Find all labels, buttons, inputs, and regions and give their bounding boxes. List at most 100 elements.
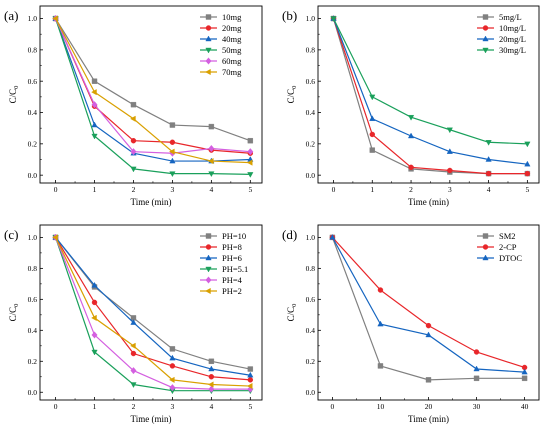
legend-marker <box>205 287 211 295</box>
series-line-4 <box>55 237 251 392</box>
data-point <box>130 319 137 325</box>
y-axis-label: C/C0 <box>8 86 20 104</box>
y-tick-label: 0.4 <box>306 326 316 335</box>
data-point <box>207 381 214 388</box>
data-point <box>91 89 97 96</box>
x-axis-label: Time (min) <box>131 197 172 207</box>
data-point <box>169 363 176 369</box>
series-line-2 <box>331 236 525 369</box>
y-axis-label: C/C0 <box>286 86 298 104</box>
data-point <box>91 78 98 84</box>
y-tick-label: 0.4 <box>28 108 38 117</box>
x-axis-label: Time (min) <box>131 414 172 424</box>
series-line-3 <box>331 237 525 373</box>
x-tick-label: 0 <box>332 185 336 194</box>
legend-marker <box>205 244 212 250</box>
y-tick-label: 0.0 <box>306 388 316 397</box>
data-point <box>169 139 176 145</box>
x-tick-label: 2 <box>409 185 413 194</box>
data-point <box>91 133 98 140</box>
y-tick-label: 1.0 <box>28 233 38 242</box>
legend-label: 10mg/L <box>499 23 526 33</box>
x-tick-label: 5 <box>248 185 252 194</box>
legend-label: PH=2 <box>222 286 242 296</box>
y-tick-label: 1.0 <box>28 14 38 23</box>
plot-frame <box>39 5 263 184</box>
data-point <box>91 101 98 109</box>
y-tick-label: 1.0 <box>306 14 316 23</box>
data-point <box>377 287 384 293</box>
data-point <box>425 377 432 383</box>
legend-marker <box>205 254 212 261</box>
series-line-2 <box>332 18 528 175</box>
data-point <box>169 384 176 392</box>
data-point <box>329 233 336 240</box>
y-axis-label-subscript: 0 <box>291 304 298 307</box>
data-point <box>130 166 137 173</box>
legend-label: PH=8 <box>222 242 242 252</box>
data-point <box>473 349 480 355</box>
y-tick-label: 0.0 <box>28 171 38 180</box>
data-point <box>130 115 136 122</box>
series-line-5 <box>55 237 251 390</box>
y-tick-label: 0.6 <box>28 77 38 86</box>
x-axis-label: Time (min) <box>408 197 449 207</box>
data-point <box>52 15 58 22</box>
x-tick-label: 2 <box>132 402 136 411</box>
legend-marker <box>482 47 489 54</box>
chart-panel-4: 0.0 0.2 0.4 0.6 0.8 1.0 0 10 20 30 40 Time (min) C/C… <box>282 224 540 424</box>
legend-label: 50mg <box>222 45 242 55</box>
data-point <box>521 368 528 375</box>
legend-label: PH=10 <box>222 231 246 241</box>
legend-label: 60mg <box>222 56 242 66</box>
legend-marker <box>205 35 212 42</box>
data-point <box>130 101 137 108</box>
data-point <box>207 157 214 165</box>
data-point <box>369 147 375 153</box>
y-tick-label: 0.2 <box>28 139 38 148</box>
data-point <box>247 148 254 156</box>
data-point <box>446 127 453 134</box>
data-point <box>130 350 137 357</box>
legend-label: DTOC <box>499 253 522 263</box>
legend-marker <box>482 244 489 250</box>
chart-panel-3: 0.0 0.2 0.4 0.6 0.8 1.0 0 1 2 3 4 5 Time (min) C/C0 (c… <box>4 224 263 424</box>
legend-marker <box>482 25 489 31</box>
x-tick-label: 40 <box>521 402 529 411</box>
legend-marker <box>482 233 489 239</box>
y-tick-label: 0.0 <box>28 388 38 397</box>
chart-panel-2: 0.0 0.2 0.4 0.6 0.8 1.0 0 1 2 3 4 5 Time (min) C/C0 (b… <box>282 5 540 207</box>
y-tick-label: 0.4 <box>28 326 38 335</box>
series-line-6 <box>55 18 251 164</box>
x-tick-label: 5 <box>248 402 252 411</box>
data-point <box>369 115 376 121</box>
data-point <box>521 364 528 371</box>
data-point <box>91 314 97 322</box>
y-tick-label: 0.8 <box>28 264 38 273</box>
y-axis-label-subscript: 0 <box>291 86 298 89</box>
x-tick-label: 0 <box>331 402 335 411</box>
data-point <box>408 164 414 171</box>
data-point <box>369 131 375 138</box>
data-point <box>247 172 254 178</box>
y-tick-label: 0.2 <box>306 357 316 366</box>
legend-label: 5mg/L <box>499 12 522 22</box>
plot-frame <box>39 224 263 401</box>
x-axis-label: Time (min) <box>408 414 449 424</box>
series-line-1 <box>55 237 251 370</box>
data-point <box>447 167 453 174</box>
panel-label: (c) <box>4 227 18 242</box>
legend-label: 70mg <box>222 67 242 77</box>
legend-label: 30mg/L <box>499 45 526 55</box>
x-tick-label: 3 <box>448 185 452 194</box>
data-point <box>91 331 98 339</box>
data-point <box>208 385 215 393</box>
data-point <box>208 123 215 130</box>
panel-label: (b) <box>282 8 297 23</box>
y-tick-label: 0.2 <box>306 139 316 148</box>
data-point <box>130 382 137 388</box>
x-tick-label: 0 <box>54 402 58 411</box>
x-tick-label: 3 <box>171 185 175 194</box>
